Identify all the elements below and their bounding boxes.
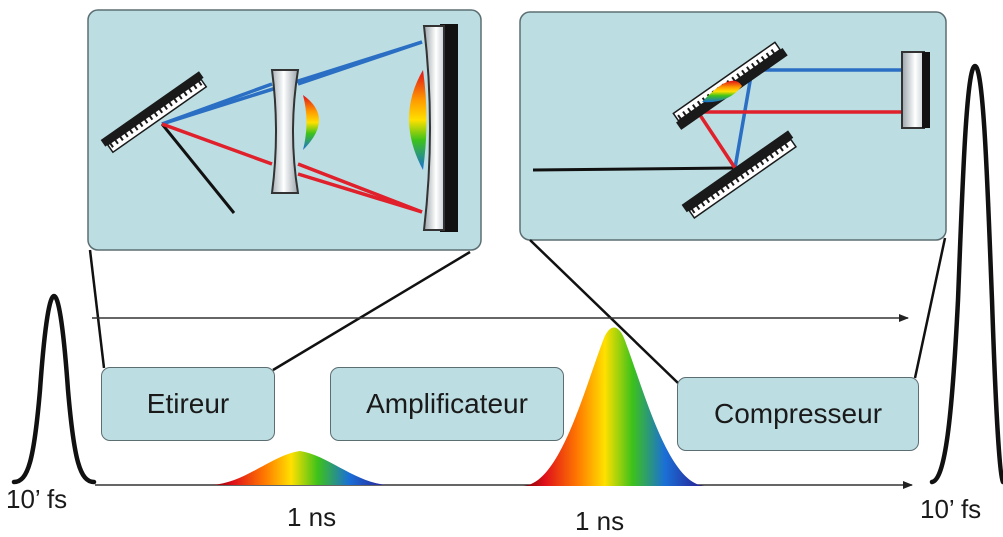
stretcher-mirror — [409, 24, 458, 232]
input-pulse — [11, 293, 97, 485]
output-pulse — [929, 63, 1003, 485]
stretcher-lens — [270, 69, 319, 194]
output-duration-label: 10’ fs — [920, 494, 982, 524]
stretcher-box: Etireur — [101, 367, 275, 441]
compressor-panel — [519, 11, 947, 241]
amplified-pulse — [523, 327, 705, 486]
compressor-mirror — [901, 51, 930, 129]
stretcher-grating — [100, 71, 208, 154]
connector-lines — [88, 237, 947, 384]
compressor-box: Compresseur — [677, 377, 919, 451]
amplifier-label: Amplificateur — [366, 388, 528, 419]
compressor-grating-lower — [681, 130, 797, 219]
stretched-pulse — [212, 451, 388, 485]
compressor-spectrum — [702, 80, 742, 103]
amplifier-box: Amplificateur — [330, 367, 564, 441]
amplified-duration-label: 1 ns — [575, 506, 625, 536]
input-duration-label: 10’ fs — [6, 484, 68, 514]
compressor-rays — [532, 68, 905, 172]
stretcher-label: Etireur — [146, 388, 230, 419]
stretched-duration-label: 1 ns — [287, 502, 337, 532]
compressor-label: Compresseur — [713, 398, 883, 429]
